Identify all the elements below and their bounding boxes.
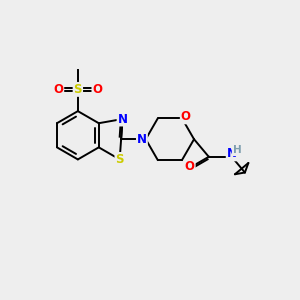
Text: O: O bbox=[92, 83, 102, 96]
Text: O: O bbox=[181, 110, 191, 123]
Text: O: O bbox=[185, 160, 195, 173]
Text: N: N bbox=[227, 147, 237, 160]
Text: H: H bbox=[232, 145, 242, 155]
Text: N: N bbox=[118, 112, 128, 125]
Text: N: N bbox=[137, 133, 147, 146]
Text: S: S bbox=[74, 83, 82, 96]
Text: O: O bbox=[53, 83, 63, 96]
Text: S: S bbox=[116, 153, 124, 166]
